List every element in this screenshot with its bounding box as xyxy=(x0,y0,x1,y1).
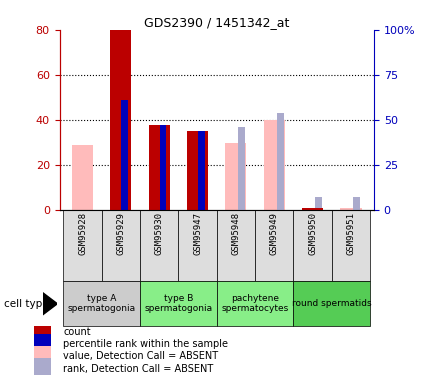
Bar xyxy=(121,100,128,210)
Text: round spermatids: round spermatids xyxy=(292,299,371,308)
Text: percentile rank within the sample: percentile rank within the sample xyxy=(63,339,228,349)
Text: GSM95949: GSM95949 xyxy=(270,212,279,255)
FancyBboxPatch shape xyxy=(217,210,255,281)
Bar xyxy=(34,358,51,375)
Text: value, Detection Call = ABSENT: value, Detection Call = ABSENT xyxy=(63,351,218,361)
Bar xyxy=(238,127,245,210)
FancyBboxPatch shape xyxy=(293,210,332,281)
Bar xyxy=(225,142,246,210)
Bar xyxy=(198,131,205,210)
FancyBboxPatch shape xyxy=(63,281,140,326)
Text: type A
spermatogonia: type A spermatogonia xyxy=(68,294,136,314)
Text: GSM95929: GSM95929 xyxy=(116,212,125,255)
Text: type B
spermatogonia: type B spermatogonia xyxy=(144,294,212,314)
Bar xyxy=(302,208,323,210)
FancyBboxPatch shape xyxy=(332,210,370,281)
Bar xyxy=(34,346,51,367)
Text: GSM95950: GSM95950 xyxy=(308,212,317,255)
FancyBboxPatch shape xyxy=(102,210,140,281)
Text: pachytene
spermatocytes: pachytene spermatocytes xyxy=(221,294,289,314)
Bar xyxy=(187,131,208,210)
Bar xyxy=(315,196,322,210)
Text: cell type: cell type xyxy=(4,299,49,309)
Bar xyxy=(354,196,360,210)
Bar xyxy=(34,321,51,343)
FancyBboxPatch shape xyxy=(140,210,178,281)
Text: GSM95928: GSM95928 xyxy=(78,212,87,255)
Text: GSM95951: GSM95951 xyxy=(346,212,355,255)
Text: rank, Detection Call = ABSENT: rank, Detection Call = ABSENT xyxy=(63,364,213,374)
Bar xyxy=(149,124,170,210)
FancyBboxPatch shape xyxy=(217,281,293,326)
Bar xyxy=(340,208,362,210)
Bar xyxy=(159,124,167,210)
Bar xyxy=(277,113,283,210)
Bar xyxy=(110,30,131,210)
FancyBboxPatch shape xyxy=(140,281,217,326)
Text: GSM95930: GSM95930 xyxy=(155,212,164,255)
FancyBboxPatch shape xyxy=(178,210,217,281)
FancyBboxPatch shape xyxy=(255,210,293,281)
Text: GSM95947: GSM95947 xyxy=(193,212,202,255)
Title: GDS2390 / 1451342_at: GDS2390 / 1451342_at xyxy=(144,16,289,29)
FancyBboxPatch shape xyxy=(63,210,102,281)
Bar xyxy=(264,120,285,210)
Text: count: count xyxy=(63,327,91,337)
Polygon shape xyxy=(42,292,57,315)
FancyBboxPatch shape xyxy=(293,281,370,326)
Bar xyxy=(34,334,51,355)
Text: GSM95948: GSM95948 xyxy=(232,212,241,255)
Bar xyxy=(72,145,93,210)
Bar xyxy=(302,208,323,210)
